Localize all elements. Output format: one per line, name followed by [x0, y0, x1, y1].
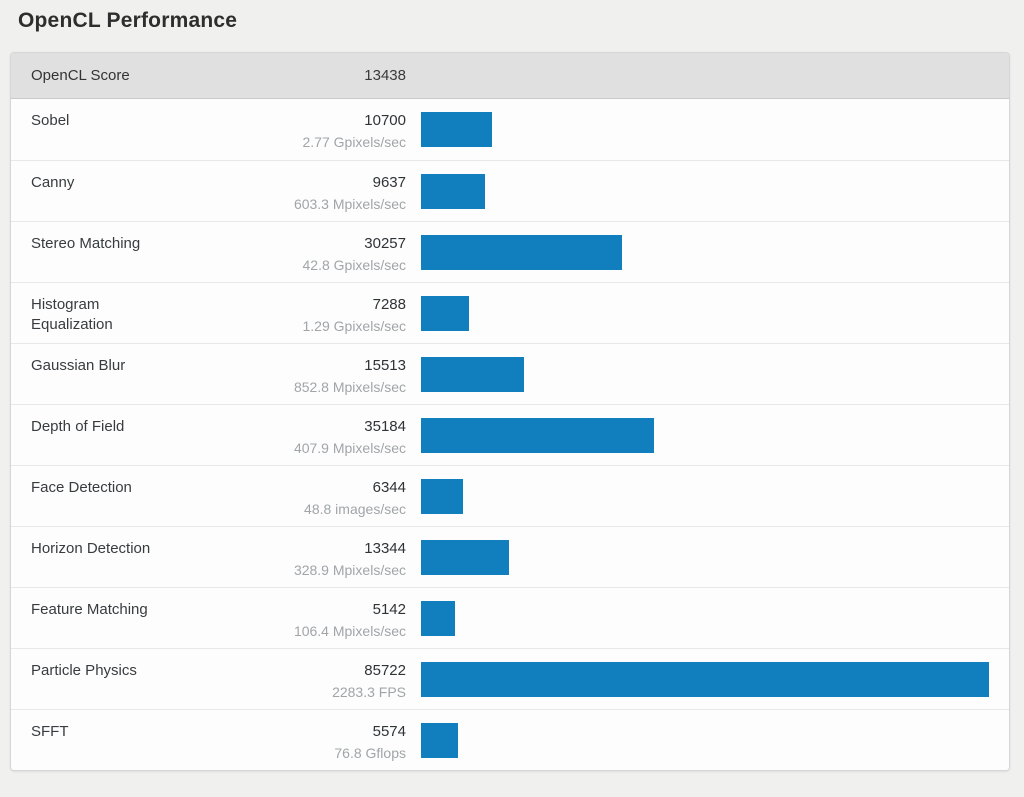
- score-block: 10700 2.77 Gpixels/sec: [181, 99, 407, 160]
- benchmark-row: Horizon Detection 13344 328.9 Mpixels/se…: [11, 526, 1009, 587]
- bar-track: [421, 222, 989, 282]
- bar-track: [421, 99, 989, 160]
- score-bar: [421, 295, 470, 331]
- workload-label: Depth of Field: [31, 418, 125, 435]
- throughput-value: 48.8 images/sec: [304, 501, 406, 517]
- workload-label: Horizon Detection: [31, 540, 151, 557]
- score-bar: [421, 112, 492, 147]
- score-block: 7288 1.29 Gpixels/sec: [181, 283, 407, 343]
- workload-label: Face Detection: [31, 479, 132, 496]
- workload-label: SFFT: [31, 723, 69, 740]
- bar-track: [421, 588, 989, 648]
- score-block: 85722 2283.3 FPS: [181, 649, 406, 709]
- throughput-value: 2.77 Gpixels/sec: [302, 134, 407, 150]
- workload-label: Feature Matching: [31, 601, 148, 618]
- throughput-value: 852.8 Mpixels/sec: [293, 379, 406, 395]
- workload-label: Particle Physics: [31, 662, 137, 679]
- benchmark-row: SFFT 5574 76.8 Gflops: [11, 709, 1009, 770]
- panel-header: OpenCL Score 13438: [11, 53, 1009, 99]
- score-value: 7288: [372, 296, 406, 313]
- score-bar: [421, 356, 524, 392]
- workload-label: Gaussian Blur: [31, 357, 126, 374]
- bar-track: [421, 527, 989, 587]
- score-value: 6344: [372, 479, 406, 496]
- score-value: 35184: [364, 418, 406, 435]
- overall-score-value: 13438: [364, 67, 406, 84]
- score-value: 5142: [372, 601, 406, 618]
- bar-track: [421, 161, 989, 221]
- score-bar: [421, 661, 989, 697]
- bar-track: [421, 405, 989, 465]
- score-bar: [421, 478, 464, 514]
- bar-track: [421, 466, 989, 526]
- benchmark-row: Canny 9637 603.3 Mpixels/sec: [11, 160, 1009, 221]
- score-value: 30257: [364, 235, 406, 252]
- throughput-value: 603.3 Mpixels/sec: [293, 196, 406, 212]
- score-block: 5574 76.8 Gflops: [181, 710, 406, 770]
- benchmark-row: Feature Matching 5142 106.4 Mpixels/sec: [11, 587, 1009, 648]
- score-bar: [421, 173, 485, 209]
- workload-label: Stereo Matching: [31, 235, 141, 252]
- score-block: 9637 603.3 Mpixels/sec: [181, 161, 406, 221]
- score-value: 5574: [372, 723, 406, 740]
- page-title: OpenCL Performance: [18, 9, 238, 32]
- workload-label: Canny: [31, 174, 75, 191]
- throughput-value: 2283.3 FPS: [332, 684, 406, 700]
- score-value: 85722: [364, 662, 406, 679]
- workload-label: Sobel: [31, 112, 70, 129]
- workload-label: Histogram Equalization: [31, 296, 113, 333]
- benchmark-rows: Sobel 10700 2.77 Gpixels/sec Canny 9637 …: [11, 99, 1009, 770]
- throughput-value: 106.4 Mpixels/sec: [293, 623, 406, 639]
- score-block: 13344 328.9 Mpixels/sec: [181, 527, 406, 587]
- score-value: 13344: [364, 540, 406, 557]
- score-block: 15513 852.8 Mpixels/sec: [181, 344, 406, 404]
- benchmark-row: Sobel 10700 2.77 Gpixels/sec: [11, 99, 1009, 160]
- throughput-value: 328.9 Mpixels/sec: [293, 562, 406, 578]
- bar-track: [421, 649, 989, 709]
- score-bar: [421, 722, 458, 758]
- bar-track: [421, 344, 989, 404]
- benchmark-row: Depth of Field 35184 407.9 Mpixels/sec: [11, 404, 1009, 465]
- score-bar: [421, 417, 655, 453]
- overall-score-label: OpenCL Score: [31, 67, 130, 84]
- benchmark-panel: OpenCL Score 13438 Sobel 10700 2.77 Gpix…: [10, 52, 1010, 771]
- score-block: 35184 407.9 Mpixels/sec: [181, 405, 406, 465]
- throughput-value: 42.8 Gpixels/sec: [302, 257, 407, 273]
- score-block: 30257 42.8 Gpixels/sec: [181, 222, 407, 282]
- bar-track: [421, 283, 989, 343]
- score-bar: [421, 600, 456, 636]
- benchmark-row: Stereo Matching 30257 42.8 Gpixels/sec: [11, 221, 1009, 282]
- benchmark-row: Particle Physics 85722 2283.3 FPS: [11, 648, 1009, 709]
- benchmark-row: Gaussian Blur 15513 852.8 Mpixels/sec: [11, 343, 1009, 404]
- benchmark-row: Histogram Equalization 7288 1.29 Gpixels…: [11, 282, 1009, 343]
- throughput-value: 1.29 Gpixels/sec: [302, 318, 407, 334]
- score-block: 5142 106.4 Mpixels/sec: [181, 588, 406, 648]
- score-bar: [421, 539, 510, 575]
- score-value: 15513: [364, 357, 406, 374]
- throughput-value: 76.8 Gflops: [334, 745, 406, 761]
- score-value: 9637: [372, 174, 406, 191]
- benchmark-row: Face Detection 6344 48.8 images/sec: [11, 465, 1009, 526]
- score-block: 6344 48.8 images/sec: [181, 466, 406, 526]
- score-value: 10700: [364, 112, 406, 129]
- score-bar: [421, 234, 622, 270]
- bar-track: [421, 710, 989, 770]
- throughput-value: 407.9 Mpixels/sec: [293, 440, 406, 456]
